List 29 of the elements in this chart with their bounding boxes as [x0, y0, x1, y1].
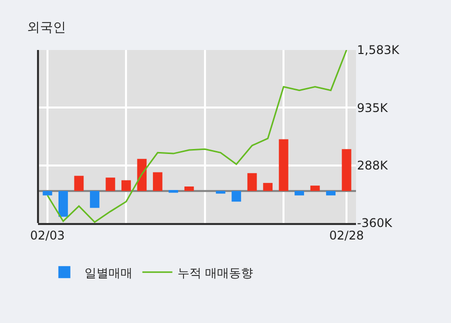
bar [42, 190, 52, 196]
legend-label: 일별매매 [84, 266, 132, 280]
bar [278, 139, 288, 191]
bar [310, 186, 320, 191]
y-tick-label: 288K [357, 158, 389, 172]
legend-label: 누적 매매동향 [177, 266, 254, 280]
line-series [46, 50, 348, 223]
bar [263, 182, 273, 191]
x-tick-label: 02/28 [329, 228, 364, 242]
bar [106, 178, 116, 191]
bar [216, 190, 226, 194]
bar [58, 190, 68, 217]
bar [137, 158, 147, 191]
bar [232, 190, 242, 202]
chart-title: 외국인 [27, 20, 66, 36]
y-tick-label: 935K [357, 100, 389, 115]
x-tick-label: 02/03 [30, 228, 65, 242]
bar [90, 190, 100, 208]
bar [342, 149, 352, 191]
bar [184, 186, 194, 191]
bar [74, 176, 84, 191]
bar [121, 180, 131, 191]
y-tick-label: -360K [357, 216, 394, 230]
bar [247, 173, 257, 191]
bar [326, 190, 336, 196]
bar [168, 190, 178, 193]
bar [152, 172, 162, 191]
bar [294, 190, 304, 196]
y-tick-label: 1,583K [357, 43, 400, 58]
